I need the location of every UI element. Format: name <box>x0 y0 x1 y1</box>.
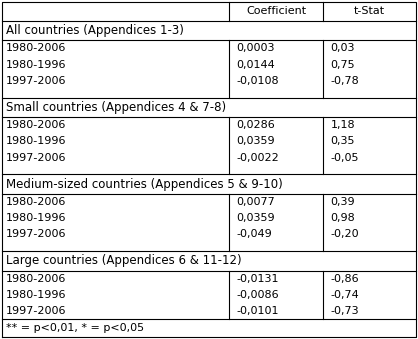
Text: -0,20: -0,20 <box>331 230 359 239</box>
Text: -0,0086: -0,0086 <box>237 290 279 300</box>
Text: 0,0077: 0,0077 <box>237 197 275 207</box>
Text: 0,98: 0,98 <box>331 213 355 223</box>
Text: 0,0359: 0,0359 <box>237 136 275 146</box>
Text: Large countries (Appendices 6 & 11-12): Large countries (Appendices 6 & 11-12) <box>6 254 242 267</box>
Text: 0,75: 0,75 <box>331 60 355 70</box>
Text: All countries (Appendices 1-3): All countries (Appendices 1-3) <box>6 24 184 37</box>
Text: 1997-2006: 1997-2006 <box>6 76 67 86</box>
Text: 0,0286: 0,0286 <box>237 120 275 130</box>
Text: -0,0022: -0,0022 <box>237 153 279 163</box>
Text: 1997-2006: 1997-2006 <box>6 230 67 239</box>
Text: -0,049: -0,049 <box>237 230 273 239</box>
Text: 1997-2006: 1997-2006 <box>6 153 67 163</box>
Text: -0,73: -0,73 <box>331 306 359 316</box>
Text: 1,18: 1,18 <box>331 120 355 130</box>
Text: 0,0144: 0,0144 <box>237 60 275 70</box>
Text: 1980-1996: 1980-1996 <box>6 136 67 146</box>
Text: -0,74: -0,74 <box>331 290 359 300</box>
Text: Coefficient: Coefficient <box>246 6 306 16</box>
Text: 0,39: 0,39 <box>331 197 355 207</box>
Text: -0,0131: -0,0131 <box>237 274 279 284</box>
Text: -0,05: -0,05 <box>331 153 359 163</box>
Text: 1980-1996: 1980-1996 <box>6 60 67 70</box>
Text: 1980-2006: 1980-2006 <box>6 274 66 284</box>
Text: 1980-1996: 1980-1996 <box>6 290 67 300</box>
Text: -0,0101: -0,0101 <box>237 306 279 316</box>
Text: Medium-sized countries (Appendices 5 & 9-10): Medium-sized countries (Appendices 5 & 9… <box>6 178 283 191</box>
Text: t-Stat: t-Stat <box>354 6 385 16</box>
Text: 0,0359: 0,0359 <box>237 213 275 223</box>
Text: 1980-2006: 1980-2006 <box>6 43 66 54</box>
Text: ** = p<0,01, * = p<0,05: ** = p<0,01, * = p<0,05 <box>6 323 144 333</box>
Text: -0,0108: -0,0108 <box>237 76 279 86</box>
Text: 0,03: 0,03 <box>331 43 355 54</box>
Text: 1980-2006: 1980-2006 <box>6 197 66 207</box>
Text: -0,86: -0,86 <box>331 274 359 284</box>
Text: 0,0003: 0,0003 <box>237 43 275 54</box>
Text: Small countries (Appendices 4 & 7-8): Small countries (Appendices 4 & 7-8) <box>6 101 227 114</box>
Text: 1980-2006: 1980-2006 <box>6 120 66 130</box>
Text: -0,78: -0,78 <box>331 76 359 86</box>
Text: 0,35: 0,35 <box>331 136 355 146</box>
Text: 1980-1996: 1980-1996 <box>6 213 67 223</box>
Text: 1997-2006: 1997-2006 <box>6 306 67 316</box>
